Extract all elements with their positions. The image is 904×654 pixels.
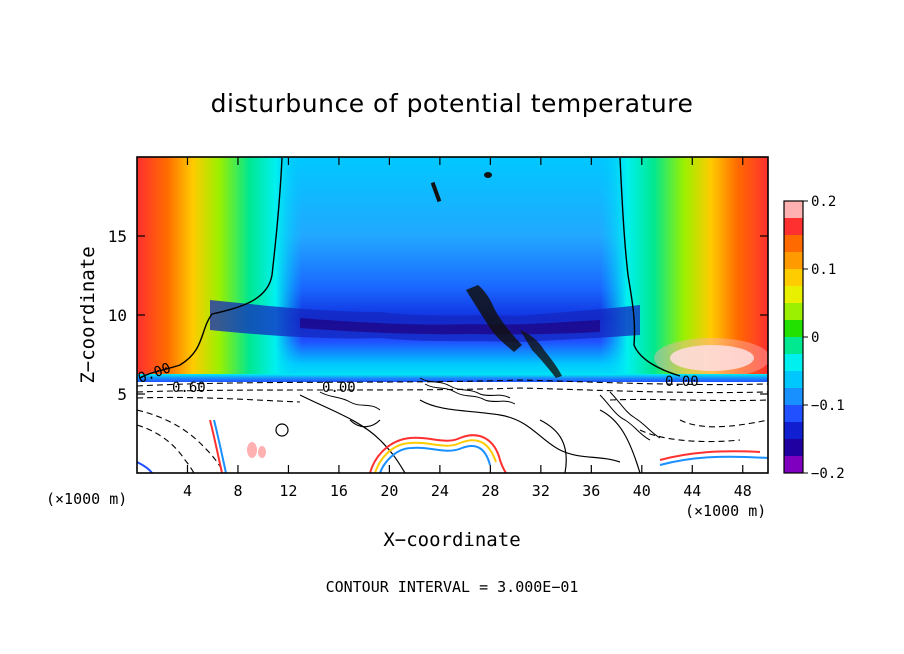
colorbar-swatch	[784, 286, 803, 304]
x-tick-label: 48	[734, 482, 752, 500]
contour-label: 0.00	[665, 374, 699, 390]
zero-contour-left	[139, 157, 283, 379]
y-tick-label: 15	[108, 227, 127, 246]
plot-area	[137, 157, 768, 473]
colorbar-ticks: 0.2 0.1 0 −0.1 −0.2	[803, 194, 845, 482]
colorbar-swatch	[784, 269, 803, 287]
cold-core	[300, 318, 600, 335]
chart-title: disturbunce of potential temperature	[211, 89, 694, 118]
x-tick-label: 4	[183, 482, 192, 500]
x-tick-label: 36	[582, 482, 600, 500]
x-unit-left: (×1000 m)	[46, 490, 127, 508]
contour-label: 0.60	[172, 380, 206, 396]
lower-region	[137, 382, 768, 473]
x-tick-label: 12	[279, 482, 297, 500]
x-axis-ticks: 4 8 12 16 20 24 28 32 36 40 44 48	[183, 157, 752, 500]
y-tick-label: 5	[117, 385, 127, 404]
x-tick-label: 44	[683, 482, 701, 500]
colorbar-swatch	[784, 405, 803, 423]
colorbar-swatch	[784, 303, 803, 321]
y-axis-label: Z−coordinate	[77, 246, 99, 383]
colorbar-swatch	[784, 439, 803, 457]
colored-contours	[137, 419, 768, 473]
colorbar-swatch	[784, 388, 803, 406]
surface-strip	[137, 374, 768, 382]
y-tick-label: 10	[108, 306, 127, 325]
colorbar-swatch	[784, 320, 803, 338]
x-tick-label: 8	[233, 482, 242, 500]
colorbar	[784, 201, 803, 474]
colorbar-tick-label: 0.2	[811, 194, 836, 210]
contour-label: 0.00	[322, 380, 356, 396]
colorbar-tick-label: 0.1	[811, 262, 836, 278]
boundary-contours	[319, 377, 661, 441]
x-tick-label: 32	[532, 482, 550, 500]
plume	[466, 285, 522, 352]
colorbar-swatch	[784, 354, 803, 372]
x-tick-label: 16	[330, 482, 348, 500]
colorbar-swatch	[784, 371, 803, 389]
colorbar-swatch	[784, 201, 803, 219]
colorbar-swatch	[784, 218, 803, 236]
zero-contour-right	[619, 157, 681, 377]
y-axis-ticks: 5 10 15	[108, 227, 768, 404]
colorbar-tick-label: 0	[811, 330, 819, 346]
solid-contours	[275, 394, 641, 473]
warm-blob	[670, 345, 754, 371]
colorbar-swatch	[784, 422, 803, 440]
x-tick-label: 40	[633, 482, 651, 500]
colorbar-swatch	[784, 235, 803, 253]
x-axis-label: X−coordinate	[383, 529, 520, 551]
contour-interval-note: CONTOUR INTERVAL = 3.000E−01	[326, 578, 579, 596]
colorbar-tick-label: −0.2	[811, 466, 845, 482]
x-tick-label: 28	[481, 482, 499, 500]
x-tick-label: 24	[431, 482, 449, 500]
colorbar-swatch	[784, 337, 803, 355]
x-unit-right: (×1000 m)	[685, 502, 766, 520]
colorbar-swatch	[784, 456, 803, 474]
colorbar-swatch	[784, 252, 803, 270]
warm-left-region	[137, 157, 302, 382]
colorbar-tick-label: −0.1	[811, 398, 845, 414]
x-tick-label: 20	[380, 482, 398, 500]
